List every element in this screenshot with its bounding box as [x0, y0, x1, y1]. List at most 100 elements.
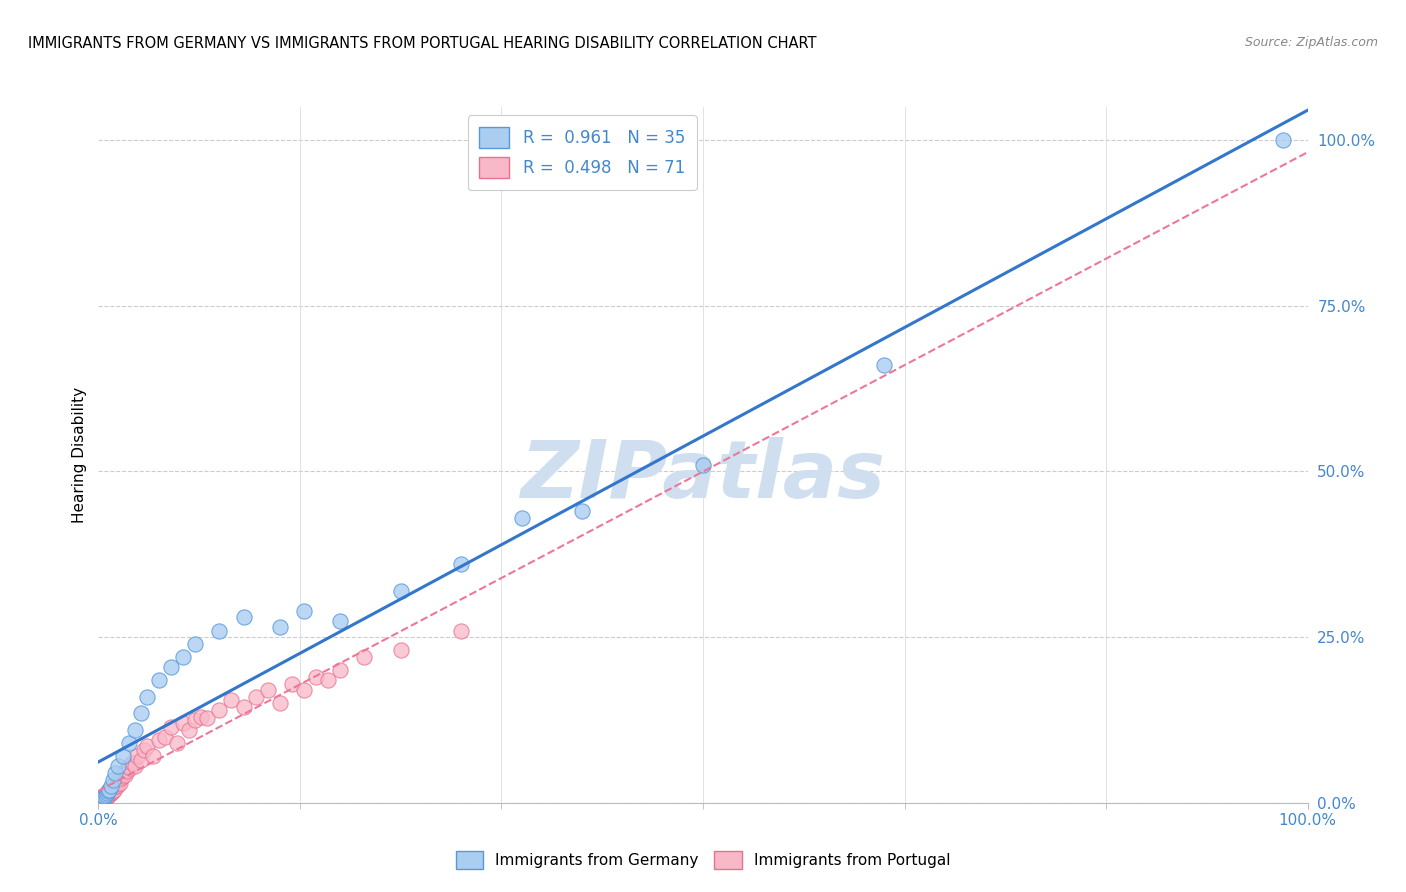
Point — [91, 792, 114, 806]
Point — [104, 779, 127, 793]
Point — [129, 706, 152, 721]
Point — [100, 782, 122, 797]
Point — [89, 795, 111, 809]
Point — [97, 785, 120, 799]
Point — [100, 779, 122, 793]
Point — [134, 743, 156, 757]
Text: Source: ZipAtlas.com: Source: ZipAtlas.com — [1244, 36, 1378, 49]
Point — [329, 614, 352, 628]
Point — [510, 511, 533, 525]
Point — [98, 784, 121, 798]
Point — [97, 784, 120, 798]
Point — [172, 716, 194, 731]
Point — [114, 768, 136, 782]
Point — [115, 763, 138, 777]
Point — [108, 776, 131, 790]
Point — [571, 504, 593, 518]
Point — [117, 764, 139, 778]
Point — [389, 583, 412, 598]
Point — [148, 732, 170, 747]
Point — [91, 794, 114, 808]
Point — [389, 643, 412, 657]
Point — [873, 359, 896, 373]
Point — [97, 789, 120, 804]
Point — [281, 676, 304, 690]
Point — [124, 759, 146, 773]
Point — [110, 771, 132, 785]
Point — [112, 766, 135, 780]
Point — [90, 794, 112, 808]
Point — [91, 792, 114, 806]
Point — [124, 723, 146, 737]
Point — [256, 683, 278, 698]
Point — [305, 670, 328, 684]
Point — [160, 720, 183, 734]
Point — [103, 780, 125, 794]
Point — [153, 730, 176, 744]
Point — [101, 781, 124, 796]
Text: IMMIGRANTS FROM GERMANY VS IMMIGRANTS FROM PORTUGAL HEARING DISABILITY CORRELATI: IMMIGRANTS FROM GERMANY VS IMMIGRANTS FR… — [28, 36, 817, 51]
Point — [208, 703, 231, 717]
Point — [172, 650, 194, 665]
Point — [127, 749, 149, 764]
Point — [129, 753, 152, 767]
Point — [135, 739, 157, 754]
Point — [94, 788, 117, 802]
Point — [1272, 133, 1295, 147]
Point — [93, 791, 115, 805]
Point — [269, 620, 291, 634]
Point — [96, 789, 118, 804]
Point — [166, 736, 188, 750]
Text: ZIPatlas: ZIPatlas — [520, 437, 886, 515]
Point — [91, 792, 114, 806]
Point — [93, 790, 115, 805]
Point — [184, 713, 207, 727]
Point — [245, 690, 267, 704]
Point — [232, 699, 254, 714]
Point — [87, 795, 110, 809]
Point — [103, 782, 125, 797]
Point — [121, 756, 143, 770]
Point — [160, 660, 183, 674]
Point — [101, 784, 124, 798]
Point — [93, 793, 115, 807]
Point — [94, 790, 117, 805]
Point — [316, 673, 339, 688]
Point — [90, 794, 112, 808]
Point — [96, 788, 118, 802]
Point — [118, 736, 141, 750]
Point — [450, 558, 472, 572]
Point — [221, 693, 243, 707]
Point — [105, 779, 128, 793]
Point — [107, 777, 129, 791]
Point — [104, 766, 127, 780]
Point — [96, 786, 118, 800]
Point — [208, 624, 231, 638]
Point — [91, 792, 114, 806]
Point — [98, 782, 121, 797]
Point — [100, 786, 122, 800]
Point — [190, 709, 212, 723]
Point — [195, 711, 218, 725]
Point — [292, 683, 315, 698]
Point — [450, 624, 472, 638]
Point — [108, 772, 131, 787]
Legend: R =  0.961   N = 35, R =  0.498   N = 71: R = 0.961 N = 35, R = 0.498 N = 71 — [468, 115, 696, 190]
Point — [292, 604, 315, 618]
Point — [93, 789, 115, 804]
Point — [179, 723, 201, 737]
Point — [118, 759, 141, 773]
Point — [118, 761, 141, 775]
Point — [89, 795, 111, 809]
Point — [148, 673, 170, 688]
Point — [96, 787, 118, 801]
Point — [104, 777, 127, 791]
Point — [100, 784, 122, 798]
Point — [184, 637, 207, 651]
Point — [90, 793, 112, 807]
Point — [105, 776, 128, 790]
Point — [329, 663, 352, 677]
Point — [232, 610, 254, 624]
Point — [89, 795, 111, 809]
Point — [111, 769, 134, 783]
